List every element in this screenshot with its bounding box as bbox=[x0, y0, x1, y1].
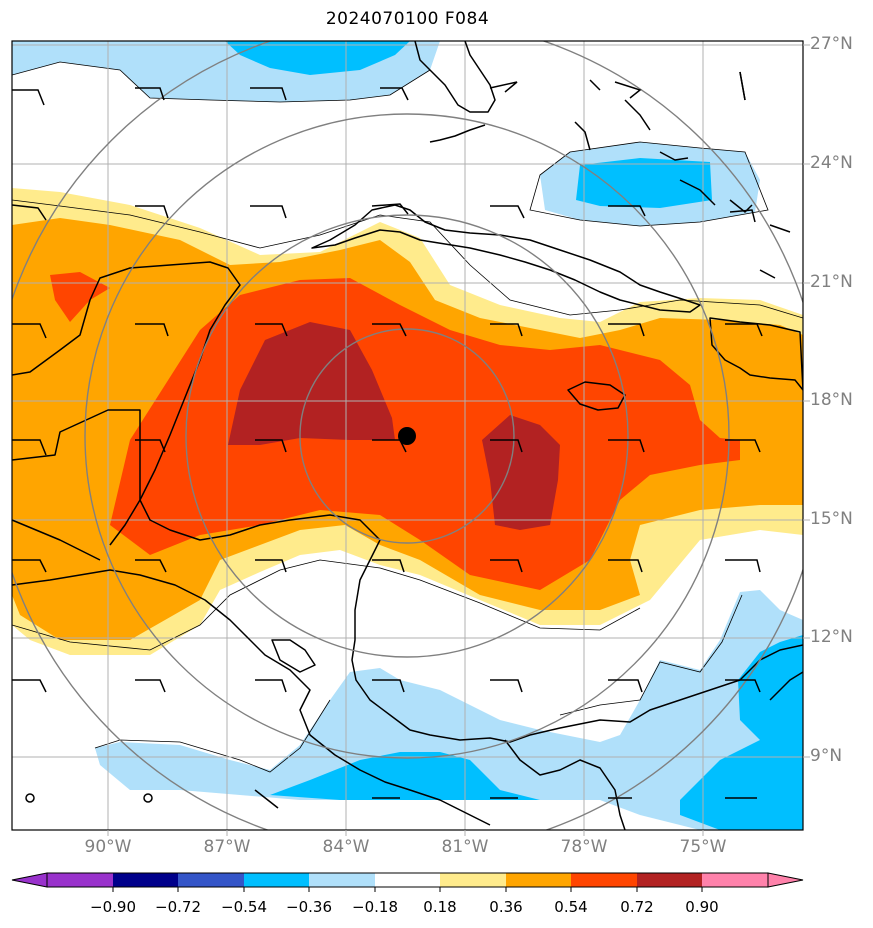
colorbar-tick-label: −0.72 bbox=[155, 898, 201, 916]
map-plot-area bbox=[12, 41, 803, 830]
map-title: 2024070100 F084 bbox=[325, 9, 490, 29]
lon-label: 81°W bbox=[441, 837, 489, 857]
colorbar-tick-label: −0.54 bbox=[221, 898, 267, 916]
colorbar-tick-label: 0.36 bbox=[489, 898, 523, 916]
lat-label: 9°N bbox=[810, 746, 843, 766]
colorbar bbox=[11, 872, 804, 892]
lat-label: 18°N bbox=[810, 390, 853, 410]
colorbar-tick-label: 0.54 bbox=[554, 898, 588, 916]
storm-center-marker bbox=[398, 427, 416, 445]
colorbar-tick-label: 0.90 bbox=[685, 898, 719, 916]
lat-label: 12°N bbox=[810, 627, 853, 647]
lon-label: 78°W bbox=[560, 837, 608, 857]
wind-barbs bbox=[12, 71, 763, 809]
colorbar-tick-label: 0.18 bbox=[423, 898, 457, 916]
lon-label: 75°W bbox=[679, 837, 727, 857]
colorbar-extend-low bbox=[11, 872, 48, 888]
colorbar-tick-label: 0.72 bbox=[620, 898, 654, 916]
lon-label: 84°W bbox=[322, 837, 370, 857]
lon-label: 90°W bbox=[84, 837, 132, 857]
contour-fill-neg-0.18 bbox=[12, 41, 803, 830]
contour-lines bbox=[12, 61, 803, 773]
map-gridlines bbox=[12, 41, 803, 830]
contour-fill-0.54 bbox=[50, 272, 740, 590]
lat-label: 15°N bbox=[810, 509, 853, 529]
range-rings bbox=[12, 41, 803, 830]
colorbar-tick-label: −0.18 bbox=[352, 898, 398, 916]
contour-fill-0.72 bbox=[228, 322, 560, 530]
lon-label: 87°W bbox=[203, 837, 251, 857]
contour-fill-neg-0.36 bbox=[225, 41, 803, 830]
colorbar-tick-label: −0.90 bbox=[90, 898, 136, 916]
colorbar-tick-label: −0.36 bbox=[286, 898, 332, 916]
map-frame bbox=[11, 40, 804, 831]
lat-label: 24°N bbox=[810, 153, 853, 173]
lat-label: 27°N bbox=[810, 34, 853, 54]
lat-label: 21°N bbox=[810, 272, 853, 292]
colorbar-extend-high bbox=[767, 872, 804, 888]
